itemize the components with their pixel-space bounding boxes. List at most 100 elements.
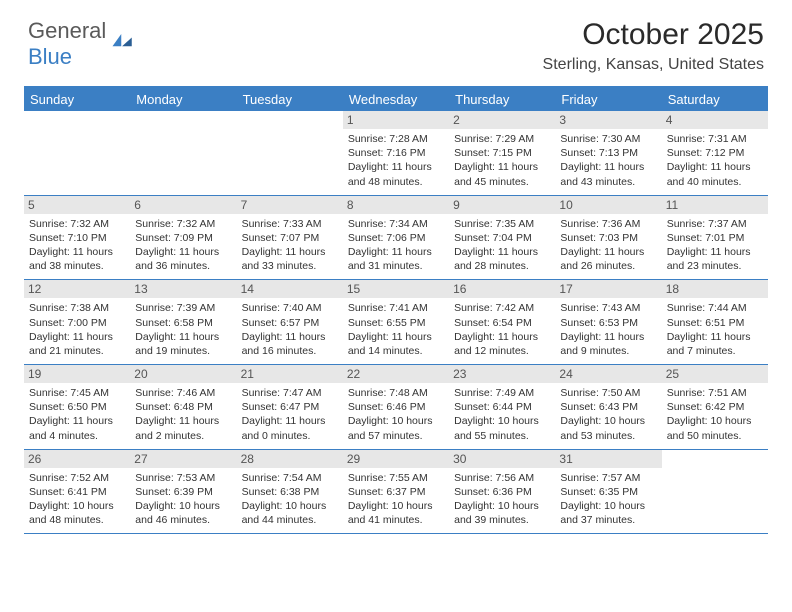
day-info: Sunrise: 7:45 AMSunset: 6:50 PMDaylight:… xyxy=(29,386,125,443)
day-number: 20 xyxy=(130,365,236,383)
day-info: Sunrise: 7:43 AMSunset: 6:53 PMDaylight:… xyxy=(560,301,656,358)
day-number: 25 xyxy=(662,365,768,383)
day-cell: 11Sunrise: 7:37 AMSunset: 7:01 PMDayligh… xyxy=(662,196,768,280)
week-row: 1 Sunrise: 7:28 AMSunset: 7:16 PMDaylight… xyxy=(24,111,768,196)
day-info: Sunrise: 7:32 AMSunset: 7:09 PMDaylight:… xyxy=(135,217,231,274)
day-info: Sunrise: 7:31 AMSunset: 7:12 PMDaylight:… xyxy=(667,132,763,189)
day-cell: 8 Sunrise: 7:34 AMSunset: 7:06 PMDaylight… xyxy=(343,196,449,280)
day-cell xyxy=(24,111,130,195)
day-info: Sunrise: 7:51 AMSunset: 6:42 PMDaylight:… xyxy=(667,386,763,443)
week-row: 12Sunrise: 7:38 AMSunset: 7:00 PMDayligh… xyxy=(24,280,768,365)
day-number: 16 xyxy=(449,280,555,298)
brand-text: GeneralBlue xyxy=(28,18,106,70)
day-cell: 24Sunrise: 7:50 AMSunset: 6:43 PMDayligh… xyxy=(555,365,661,449)
day-info: Sunrise: 7:46 AMSunset: 6:48 PMDaylight:… xyxy=(135,386,231,443)
day-info: Sunrise: 7:54 AMSunset: 6:38 PMDaylight:… xyxy=(242,471,338,528)
day-info: Sunrise: 7:53 AMSunset: 6:39 PMDaylight:… xyxy=(135,471,231,528)
day-cell: 4 Sunrise: 7:31 AMSunset: 7:12 PMDaylight… xyxy=(662,111,768,195)
day-number: 22 xyxy=(343,365,449,383)
day-number: 18 xyxy=(662,280,768,298)
day-cell: 15 Sunrise: 7:41 AMSunset: 6:55 PMDayligh… xyxy=(343,280,449,364)
day-info: Sunrise: 7:28 AMSunset: 7:16 PMDaylight:… xyxy=(348,132,444,189)
sail-icon xyxy=(112,34,134,48)
header: GeneralBlue October 2025 Sterling, Kansa… xyxy=(0,0,792,78)
day-cell: 28 Sunrise: 7:54 AMSunset: 6:38 PMDayligh… xyxy=(237,450,343,534)
day-number: 28 xyxy=(237,450,343,468)
day-number: 21 xyxy=(237,365,343,383)
day-cell: 29 Sunrise: 7:55 AMSunset: 6:37 PMDayligh… xyxy=(343,450,449,534)
location: Sterling, Kansas, United States xyxy=(543,56,764,74)
week-row: 26Sunrise: 7:52 AMSunset: 6:41 PMDayligh… xyxy=(24,450,768,535)
day-info: Sunrise: 7:30 AMSunset: 7:13 PMDaylight:… xyxy=(560,132,656,189)
day-cell: 13Sunrise: 7:39 AMSunset: 6:58 PMDayligh… xyxy=(130,280,236,364)
day-cell: 18 Sunrise: 7:44 AMSunset: 6:51 PMDayligh… xyxy=(662,280,768,364)
dayhead: Friday xyxy=(555,88,661,111)
day-info: Sunrise: 7:33 AMSunset: 7:07 PMDaylight:… xyxy=(242,217,338,274)
day-number: 6 xyxy=(130,196,236,214)
day-number: 23 xyxy=(449,365,555,383)
day-cell: 27 Sunrise: 7:53 AMSunset: 6:39 PMDayligh… xyxy=(130,450,236,534)
dayhead: Sunday xyxy=(24,88,130,111)
week-row: 19 Sunrise: 7:45 AMSunset: 6:50 PMDayligh… xyxy=(24,365,768,450)
day-number: 1 xyxy=(343,111,449,129)
day-number: 17 xyxy=(555,280,661,298)
day-cell: 21 Sunrise: 7:47 AMSunset: 6:47 PMDayligh… xyxy=(237,365,343,449)
day-info: Sunrise: 7:57 AMSunset: 6:35 PMDaylight:… xyxy=(560,471,656,528)
day-number: 9 xyxy=(449,196,555,214)
day-cell: 30Sunrise: 7:56 AMSunset: 6:36 PMDayligh… xyxy=(449,450,555,534)
day-cell xyxy=(662,450,768,534)
day-number: 3 xyxy=(555,111,661,129)
day-cell: 25 Sunrise: 7:51 AMSunset: 6:42 PMDayligh… xyxy=(662,365,768,449)
day-cell: 14 Sunrise: 7:40 AMSunset: 6:57 PMDayligh… xyxy=(237,280,343,364)
day-cell: 2Sunrise: 7:29 AMSunset: 7:15 PMDaylight… xyxy=(449,111,555,195)
day-number: 27 xyxy=(130,450,236,468)
brand-part2: Blue xyxy=(28,44,72,69)
day-info: Sunrise: 7:49 AMSunset: 6:44 PMDaylight:… xyxy=(454,386,550,443)
day-info: Sunrise: 7:48 AMSunset: 6:46 PMDaylight:… xyxy=(348,386,444,443)
day-number: 19 xyxy=(24,365,130,383)
day-cell xyxy=(237,111,343,195)
day-info: Sunrise: 7:50 AMSunset: 6:43 PMDaylight:… xyxy=(560,386,656,443)
day-info: Sunrise: 7:32 AMSunset: 7:10 PMDaylight:… xyxy=(29,217,125,274)
day-cell: 9 Sunrise: 7:35 AMSunset: 7:04 PMDaylight… xyxy=(449,196,555,280)
day-cell: 23 Sunrise: 7:49 AMSunset: 6:44 PMDayligh… xyxy=(449,365,555,449)
day-info: Sunrise: 7:40 AMSunset: 6:57 PMDaylight:… xyxy=(242,301,338,358)
day-number: 7 xyxy=(237,196,343,214)
day-info: Sunrise: 7:52 AMSunset: 6:41 PMDaylight:… xyxy=(29,471,125,528)
day-cell: 3 Sunrise: 7:30 AMSunset: 7:13 PMDaylight… xyxy=(555,111,661,195)
day-info: Sunrise: 7:41 AMSunset: 6:55 PMDaylight:… xyxy=(348,301,444,358)
day-cell: 16 Sunrise: 7:42 AMSunset: 6:54 PMDayligh… xyxy=(449,280,555,364)
weeks-container: 1 Sunrise: 7:28 AMSunset: 7:16 PMDaylight… xyxy=(24,111,768,534)
day-number: 29 xyxy=(343,450,449,468)
week-row: 5Sunrise: 7:32 AMSunset: 7:10 PMDaylight… xyxy=(24,196,768,281)
dayhead: Saturday xyxy=(662,88,768,111)
day-cell xyxy=(130,111,236,195)
day-cell: 7 Sunrise: 7:33 AMSunset: 7:07 PMDaylight… xyxy=(237,196,343,280)
day-info: Sunrise: 7:38 AMSunset: 7:00 PMDaylight:… xyxy=(29,301,125,358)
day-number: 10 xyxy=(555,196,661,214)
day-cell: 5Sunrise: 7:32 AMSunset: 7:10 PMDaylight… xyxy=(24,196,130,280)
day-info: Sunrise: 7:34 AMSunset: 7:06 PMDaylight:… xyxy=(348,217,444,274)
month-title: October 2025 xyxy=(543,18,764,52)
brand-part1: General xyxy=(28,18,106,43)
day-info: Sunrise: 7:35 AMSunset: 7:04 PMDaylight:… xyxy=(454,217,550,274)
day-info: Sunrise: 7:44 AMSunset: 6:51 PMDaylight:… xyxy=(667,301,763,358)
day-info: Sunrise: 7:42 AMSunset: 6:54 PMDaylight:… xyxy=(454,301,550,358)
day-info: Sunrise: 7:29 AMSunset: 7:15 PMDaylight:… xyxy=(454,132,550,189)
day-info: Sunrise: 7:55 AMSunset: 6:37 PMDaylight:… xyxy=(348,471,444,528)
day-cell: 26Sunrise: 7:52 AMSunset: 6:41 PMDayligh… xyxy=(24,450,130,534)
day-info: Sunrise: 7:56 AMSunset: 6:36 PMDaylight:… xyxy=(454,471,550,528)
day-number: 4 xyxy=(662,111,768,129)
day-cell: 17 Sunrise: 7:43 AMSunset: 6:53 PMDayligh… xyxy=(555,280,661,364)
day-cell: 6 Sunrise: 7:32 AMSunset: 7:09 PMDaylight… xyxy=(130,196,236,280)
day-cell: 12Sunrise: 7:38 AMSunset: 7:00 PMDayligh… xyxy=(24,280,130,364)
day-cell: 20 Sunrise: 7:46 AMSunset: 6:48 PMDayligh… xyxy=(130,365,236,449)
day-info: Sunrise: 7:37 AMSunset: 7:01 PMDaylight:… xyxy=(667,217,763,274)
day-cell: 22 Sunrise: 7:48 AMSunset: 6:46 PMDayligh… xyxy=(343,365,449,449)
day-cell: 31Sunrise: 7:57 AMSunset: 6:35 PMDayligh… xyxy=(555,450,661,534)
day-info: Sunrise: 7:47 AMSunset: 6:47 PMDaylight:… xyxy=(242,386,338,443)
dayhead: Tuesday xyxy=(237,88,343,111)
day-number: 15 xyxy=(343,280,449,298)
day-number: 8 xyxy=(343,196,449,214)
day-number: 14 xyxy=(237,280,343,298)
